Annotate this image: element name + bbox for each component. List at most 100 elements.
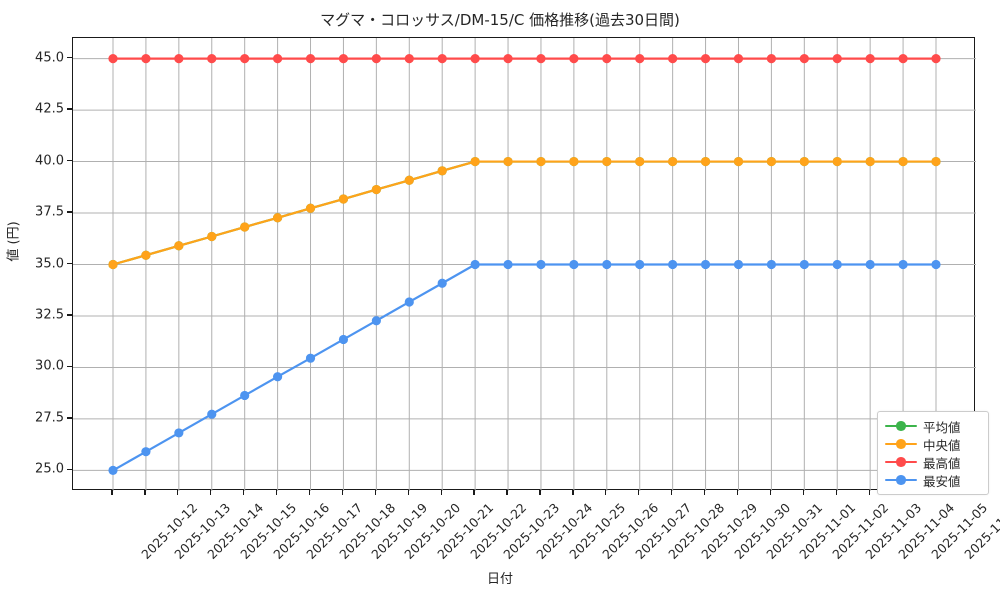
data-point-marker (371, 184, 381, 195)
data-point-marker (240, 390, 250, 401)
x-tick-mark (703, 490, 706, 495)
x-tick-mark (868, 490, 870, 495)
data-point-marker (766, 53, 777, 64)
x-tick-mark (506, 490, 508, 495)
legend-swatch-icon (884, 473, 918, 487)
data-point-marker (404, 175, 414, 185)
legend-label: 平均値 (923, 419, 961, 435)
data-point-marker (668, 259, 678, 270)
x-tick-mark (539, 490, 541, 495)
legend-item[interactable]: 中央値 (884, 435, 982, 453)
chart-legend[interactable]: 平均値中央値最高値最安値 (877, 411, 989, 495)
x-tick-mark (308, 490, 311, 495)
data-point-marker (503, 156, 513, 167)
x-tick-mark (572, 490, 574, 495)
x-tick-label: 2025-11-05 (928, 500, 991, 562)
legend-label: 中央値 (923, 437, 961, 453)
data-point-marker (635, 156, 645, 167)
data-point-marker (305, 203, 316, 213)
x-tick-label: 2025-11-01 (796, 500, 859, 562)
data-point-marker (108, 465, 118, 476)
x-tick-mark (670, 490, 673, 495)
y-tick-mark (67, 211, 72, 213)
data-point-marker (569, 53, 579, 64)
x-tick-mark (210, 490, 212, 495)
data-point-marker (470, 53, 480, 64)
x-tick-label: 2025-10-13 (171, 500, 234, 562)
data-point-marker (569, 259, 579, 270)
x-tick-label: 2025-10-25 (566, 500, 629, 562)
data-point-marker (404, 297, 414, 307)
legend-item[interactable]: 平均値 (884, 417, 982, 435)
y-tick-mark (67, 417, 72, 419)
data-point-marker (371, 316, 381, 326)
x-tick-mark (407, 490, 409, 495)
data-point-marker (799, 156, 809, 167)
x-tick-mark (111, 490, 113, 495)
x-tick-label: 2025-10-20 (401, 500, 464, 562)
data-point-marker (404, 53, 414, 64)
data-point-marker (174, 241, 184, 251)
x-tick-label: 2025-11-04 (895, 500, 958, 562)
x-tick-label: 2025-10-24 (533, 500, 596, 562)
legend-label: 最高値 (923, 455, 961, 471)
data-point-marker (569, 156, 579, 167)
x-tick-mark (802, 490, 804, 495)
data-point-marker (503, 53, 513, 64)
data-point-marker (273, 213, 283, 223)
legend-item[interactable]: 最高値 (884, 453, 982, 471)
data-point-marker (668, 156, 678, 167)
x-tick-label: 2025-10-16 (269, 500, 332, 562)
data-point-marker (273, 372, 283, 382)
data-point-marker (898, 53, 908, 64)
data-point-marker (832, 156, 842, 167)
x-tick-label: 2025-10-15 (237, 500, 300, 562)
data-point-marker (536, 259, 546, 270)
series-line (111, 160, 938, 266)
data-point-marker (898, 156, 908, 167)
data-point-marker (207, 53, 217, 64)
data-point-marker (931, 259, 941, 270)
x-tick-mark (243, 490, 245, 495)
y-tick-mark (67, 108, 72, 110)
data-point-marker (207, 409, 217, 419)
series-line (111, 263, 938, 472)
data-point-marker (240, 222, 250, 232)
x-tick-label: 2025-10-27 (632, 500, 695, 562)
y-tick-label: 42.5 (35, 101, 64, 117)
data-point-marker (865, 53, 875, 64)
data-point-marker (700, 156, 711, 167)
plot-area (72, 37, 976, 491)
data-point-marker (898, 259, 908, 270)
data-point-marker (338, 334, 349, 345)
data-point-marker (733, 259, 744, 270)
legend-item[interactable]: 最安値 (884, 471, 982, 489)
x-tick-label: 2025-10-14 (204, 500, 267, 562)
x-tick-label: 2025-10-12 (138, 500, 201, 562)
data-point-marker (108, 259, 118, 270)
x-tick-label: 2025-10-21 (434, 500, 497, 562)
x-tick-mark (177, 490, 179, 495)
x-axis-tick-marks (72, 490, 975, 498)
y-tick-label: 40.0 (35, 153, 64, 169)
series-line (111, 160, 938, 266)
x-tick-label: 2025-11-06 (961, 500, 1000, 562)
y-tick-mark (67, 262, 72, 265)
data-point-marker (338, 194, 349, 204)
x-tick-label: 2025-10-19 (368, 500, 431, 562)
y-axis-tick-marks (64, 37, 72, 490)
data-point-marker (865, 156, 875, 167)
x-tick-mark (440, 490, 442, 495)
data-point-marker (536, 156, 546, 167)
y-tick-label: 32.5 (35, 307, 64, 323)
x-tick-label: 2025-10-28 (664, 500, 727, 562)
legend-label: 最安値 (923, 473, 961, 489)
y-tick-mark (67, 365, 72, 368)
data-point-marker (536, 53, 546, 64)
x-tick-mark (736, 490, 739, 495)
x-tick-mark (835, 490, 837, 495)
data-point-marker (799, 259, 809, 270)
y-tick-label: 37.5 (35, 204, 64, 220)
data-point-marker (700, 53, 711, 64)
